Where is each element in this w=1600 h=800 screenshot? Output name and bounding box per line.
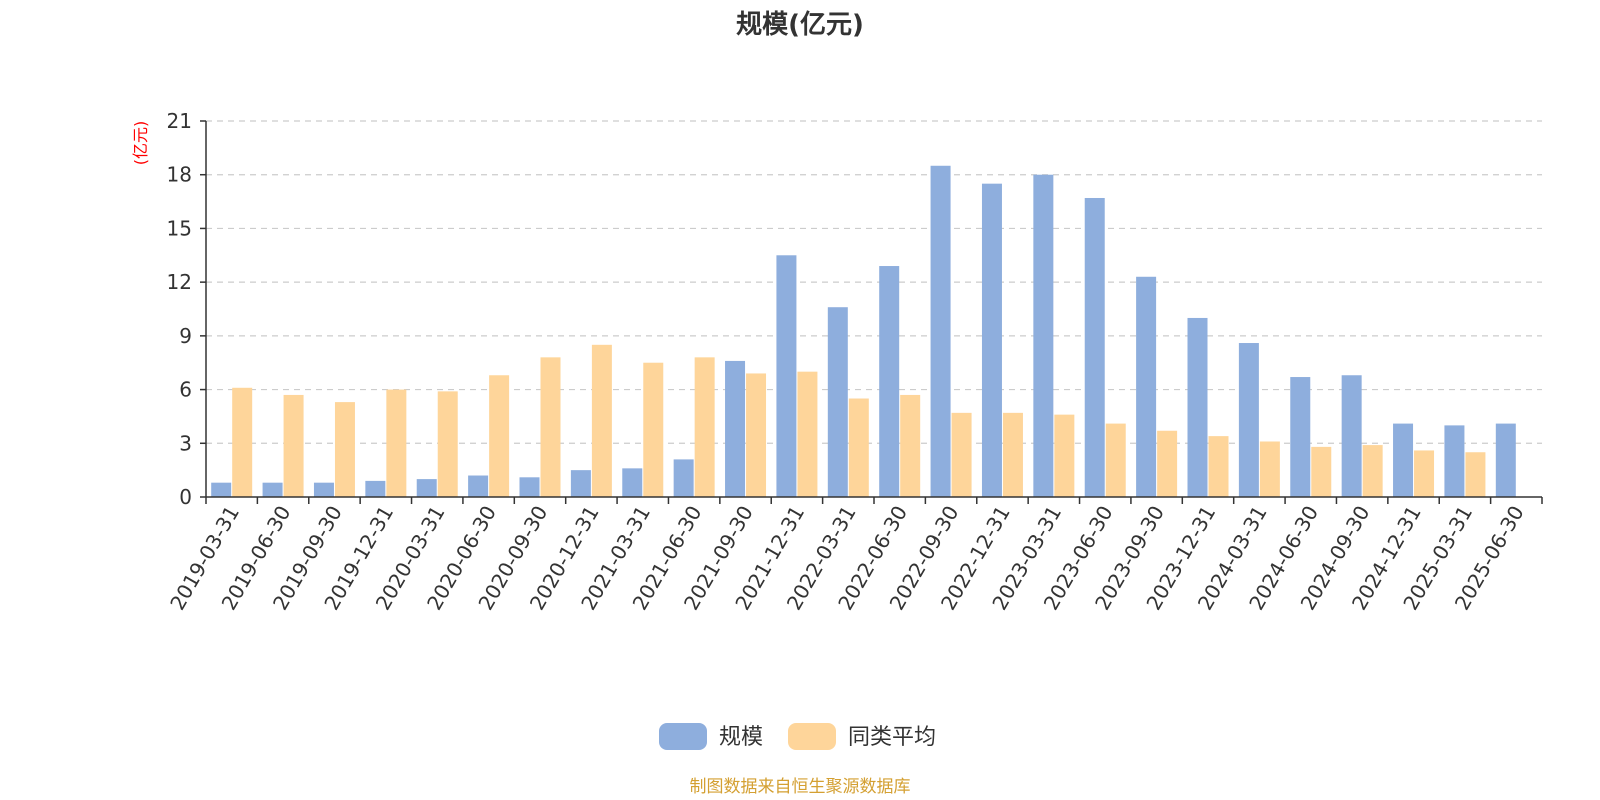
bar-peer-average: [1414, 450, 1435, 497]
bar-scale: [879, 266, 900, 497]
x-tick-labels: 2019-03-312019-06-302019-09-302019-12-31…: [165, 502, 1529, 615]
y-axis-unit-label: (亿元): [131, 121, 150, 166]
bar-scale: [570, 470, 591, 497]
y-tick-labels: 0 3 6 9 12 15 18 21: [167, 109, 206, 509]
grid-lines: [206, 120, 1542, 444]
bar-scale: [1444, 425, 1465, 497]
bar-scale: [1238, 343, 1259, 497]
bar-scale: [981, 183, 1002, 497]
bar-scale: [622, 468, 643, 497]
axes: [205, 121, 1543, 504]
bar-scale: [1187, 317, 1208, 497]
y-tick-label: 12: [167, 270, 192, 294]
bar-scale: [725, 360, 746, 497]
bars: [211, 165, 1516, 497]
bar-scale: [1033, 174, 1054, 497]
bar-peer-average: [643, 362, 664, 497]
bar-scale: [1084, 197, 1105, 497]
bar-scale: [211, 482, 232, 497]
bar-peer-average: [489, 375, 510, 497]
bar-peer-average: [694, 357, 715, 497]
bar-scale: [1341, 375, 1362, 497]
bar-peer-average: [334, 402, 355, 497]
bar-scale: [1290, 377, 1311, 497]
bar-peer-average: [386, 389, 407, 497]
y-tick-label: 9: [179, 324, 192, 348]
bar-scale: [1136, 276, 1157, 497]
bar-peer-average: [1054, 414, 1075, 497]
bar-peer-average: [540, 357, 561, 497]
bar-peer-average: [591, 344, 612, 497]
bar-scale: [365, 480, 386, 497]
bar-peer-average: [1002, 412, 1023, 497]
bar-peer-average: [232, 387, 253, 497]
bar-peer-average: [1105, 423, 1126, 497]
legend-item-peer-average-swatch: [788, 723, 836, 750]
y-tick-label: 6: [179, 378, 192, 402]
y-tick-label: 3: [179, 431, 192, 455]
bar-peer-average: [1208, 436, 1229, 497]
bar-peer-average: [1157, 430, 1178, 497]
y-tick-label: 0: [179, 485, 192, 509]
bar-peer-average: [1311, 446, 1332, 497]
bar-scale: [776, 255, 797, 497]
bar-scale: [519, 477, 540, 497]
bar-peer-average: [1362, 445, 1383, 497]
legend: 规模 同类平均: [659, 723, 936, 750]
bar-scale: [262, 482, 283, 497]
bar-scale: [1495, 423, 1516, 497]
bar-peer-average: [900, 394, 921, 497]
bar-peer-average: [951, 412, 972, 497]
bar-scale: [1393, 423, 1414, 497]
bar-scale: [416, 479, 437, 497]
bar-peer-average: [797, 371, 818, 497]
bar-scale: [930, 165, 951, 497]
bar-peer-average: [283, 394, 304, 497]
bar-scale: [313, 482, 334, 497]
legend-item-scale-label: 规模: [719, 725, 763, 750]
legend-item-scale-swatch: [659, 723, 707, 750]
bar-peer-average: [437, 391, 458, 497]
bar-peer-average: [1465, 452, 1486, 497]
legend-item-peer-average-label: 同类平均: [848, 725, 936, 750]
bar-peer-average: [848, 398, 869, 497]
source-note: 制图数据来自恒生聚源数据库: [690, 777, 911, 797]
bar-scale: [673, 459, 694, 497]
bar-peer-average: [1259, 441, 1280, 497]
bar-scale: [468, 475, 489, 497]
y-tick-label: 21: [167, 109, 192, 133]
bar-peer-average: [746, 373, 767, 497]
y-tick-label: 18: [167, 163, 192, 187]
y-tick-label: 15: [167, 216, 192, 240]
bar-scale: [827, 307, 848, 497]
chart-title: 规模(亿元): [736, 10, 864, 40]
